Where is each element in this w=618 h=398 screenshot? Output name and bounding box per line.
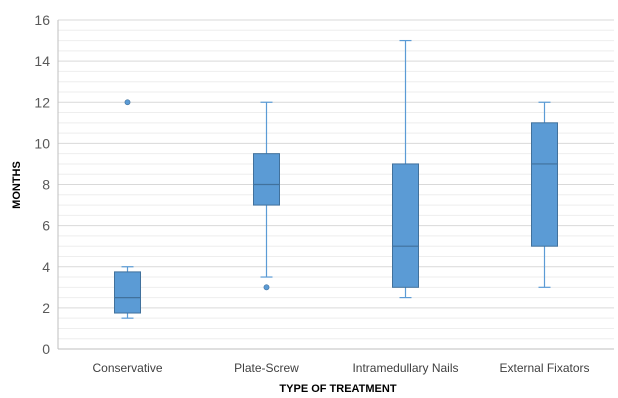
box-conservative <box>114 99 141 319</box>
y-axis-title: MONTHS <box>11 161 23 209</box>
outlier-point <box>263 284 270 291</box>
x-axis-title: TYPE OF TREATMENT <box>279 383 396 395</box>
y-tick-label: 2 <box>42 300 50 316</box>
gridlines <box>57 19 614 350</box>
box-intramedullary-nails <box>392 39 419 299</box>
x-category-label: Plate-Screw <box>234 361 299 375</box>
y-tick-label: 0 <box>42 341 50 357</box>
y-tick-label: 12 <box>34 94 50 110</box>
x-category-label: Intramedullary Nails <box>352 361 458 375</box>
y-tick-label: 8 <box>42 177 50 193</box>
iqr-box <box>114 271 141 314</box>
y-tick-label: 10 <box>34 135 50 151</box>
y-axis-ticks: 0 2 4 6 8 10 12 14 16 <box>34 12 50 357</box>
box-external-fixators <box>531 101 558 288</box>
y-tick-label: 4 <box>42 259 50 275</box>
outlier-point <box>124 99 131 106</box>
x-category-label: Conservative <box>92 361 162 375</box>
y-tick-label: 16 <box>34 12 50 28</box>
iqr-box <box>253 153 280 206</box>
box-series <box>114 39 558 319</box>
iqr-box <box>531 122 558 247</box>
y-tick-label: 14 <box>34 53 50 69</box>
y-tick-label: 6 <box>42 218 50 234</box>
x-category-label: External Fixators <box>499 361 589 375</box>
x-axis-categories: Conservative Plate-Screw Intramedullary Na… <box>92 361 589 375</box>
iqr-box <box>392 163 419 288</box>
box-plate-screw <box>253 101 280 291</box>
